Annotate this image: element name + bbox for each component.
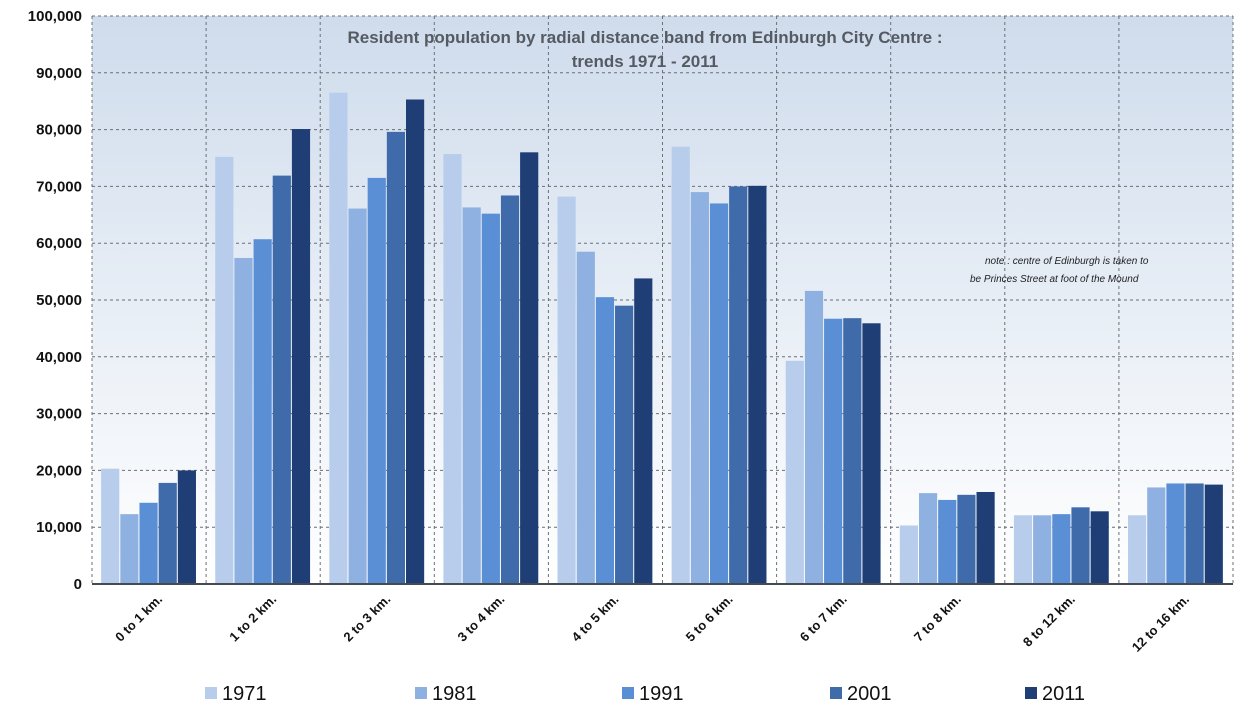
- y-tick-label: 30,000: [36, 406, 82, 423]
- legend-label-2001: 2001: [847, 683, 892, 705]
- bar-1981: [918, 493, 938, 584]
- bar-2011: [862, 323, 881, 584]
- bar-1971: [785, 360, 804, 584]
- y-tick-label: 60,000: [36, 235, 82, 252]
- bar-2011: [748, 185, 767, 584]
- y-tick-label: 0: [74, 576, 82, 593]
- legend: 1971 1981 1991 2001 2011: [205, 683, 1085, 705]
- bar-1981: [234, 257, 253, 584]
- bar-1991: [253, 239, 272, 584]
- bar-2011: [177, 470, 196, 584]
- x-axis-ticks: 0 to 1 km. 1 to 2 km. 2 to 3 km. 3 to 4 km.…: [112, 592, 1192, 655]
- y-tick-label: 20,000: [36, 462, 82, 479]
- bar-2001: [386, 131, 406, 584]
- legend-swatch-1971: [205, 687, 217, 699]
- bar-1981: [804, 290, 824, 584]
- bar-2011: [1090, 511, 1109, 584]
- bar-1991: [709, 203, 729, 584]
- bar-1981: [1033, 515, 1052, 584]
- y-tick-label: 70,000: [36, 178, 82, 195]
- y-tick-label: 80,000: [36, 122, 82, 139]
- bar-1991: [139, 502, 158, 584]
- bar-1971: [557, 196, 576, 584]
- bar-2011: [1204, 484, 1223, 584]
- bar-2001: [615, 305, 634, 584]
- bar-1991: [1166, 483, 1185, 584]
- y-tick-label: 40,000: [36, 349, 82, 366]
- y-tick-label: 50,000: [36, 292, 82, 309]
- y-tick-label: 100,000: [28, 8, 82, 25]
- bar-1991: [824, 318, 843, 584]
- bar-1971: [101, 468, 120, 584]
- x-tick-label: 2 to 3 km.: [340, 592, 393, 645]
- y-axis-ticks: 0 10,000 20,000 30,000 40,000 50,000 60,000 70,…: [28, 8, 82, 593]
- bar-2011: [520, 152, 539, 584]
- bar-1981: [348, 208, 367, 584]
- bar-1981: [120, 514, 139, 584]
- bar-1991: [1052, 514, 1071, 584]
- bar-1991: [367, 177, 386, 584]
- x-tick-label: 1 to 2 km.: [226, 592, 279, 645]
- bar-2001: [158, 482, 177, 584]
- legend-label-1991: 1991: [639, 683, 684, 705]
- bar-2001: [272, 175, 291, 584]
- x-tick-label: 5 to 6 km.: [683, 592, 736, 645]
- legend-swatch-2001: [830, 687, 842, 699]
- bar-2001: [1185, 483, 1204, 584]
- bar-2011: [634, 278, 653, 584]
- y-tick-label: 90,000: [36, 65, 82, 82]
- bar-1991: [481, 213, 500, 584]
- bar-1981: [690, 192, 709, 584]
- bar-1971: [1013, 515, 1033, 584]
- bar-1971: [329, 92, 348, 585]
- bar-2011: [291, 129, 311, 585]
- y-tick-label: 10,000: [36, 519, 82, 536]
- bar-2001: [957, 494, 976, 584]
- bar-2001: [1071, 507, 1090, 584]
- gridlines: [91, 15, 1234, 584]
- bar-1981: [1147, 487, 1166, 584]
- bar-1971: [1128, 515, 1147, 584]
- x-tick-label: 6 to 7 km.: [797, 592, 850, 645]
- x-tick-label: 3 to 4 km.: [454, 592, 507, 645]
- chart-subtitle: trends 1971 - 2011: [572, 52, 718, 71]
- legend-swatch-2011: [1025, 687, 1037, 699]
- bar-1981: [462, 207, 481, 584]
- x-tick-label: 7 to 8 km.: [911, 592, 964, 645]
- bar-2001: [500, 195, 520, 584]
- bar-1971: [671, 146, 690, 584]
- bar-1971: [899, 525, 918, 584]
- legend-swatch-1991: [622, 687, 634, 699]
- legend-label-1981: 1981: [432, 683, 477, 705]
- legend-label-2011: 2011: [1042, 683, 1085, 705]
- bar-2011: [976, 491, 995, 584]
- bar-1971: [215, 156, 234, 584]
- x-tick-label: 12 to 16 km.: [1129, 592, 1192, 655]
- x-tick-label: 0 to 1 km.: [112, 592, 165, 645]
- x-tick-label: 8 to 12 km.: [1020, 592, 1078, 650]
- note-line-2: be Princes Street at foot of the Mound: [970, 274, 1139, 285]
- x-tick-label: 4 to 5 km.: [569, 592, 622, 645]
- bar-2011: [406, 99, 425, 584]
- bar-2001: [729, 186, 748, 584]
- note-line-1: note : centre of Edinburgh is taken to: [985, 256, 1149, 267]
- legend-swatch-1981: [415, 687, 427, 699]
- bar-1991: [938, 499, 957, 584]
- chart-title: Resident population by radial distance b…: [347, 28, 942, 47]
- bar-1971: [443, 154, 462, 585]
- bar-1981: [576, 251, 595, 584]
- legend-label-1971: 1971: [222, 683, 267, 705]
- bars: [101, 92, 1223, 585]
- bar-1991: [595, 297, 615, 584]
- bar-2001: [843, 318, 862, 584]
